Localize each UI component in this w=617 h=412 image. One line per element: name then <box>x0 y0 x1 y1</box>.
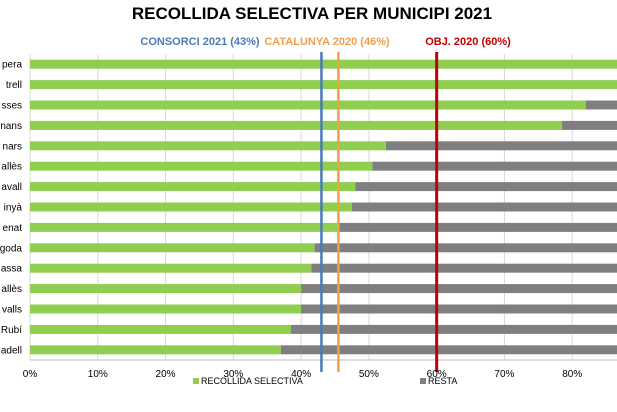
bar-recollida-selectiva <box>30 120 563 130</box>
bar-resta <box>311 263 617 273</box>
x-tick-label: 20% <box>156 369 176 380</box>
legend-label: RECOLLIDA SELECTIVA <box>201 376 303 386</box>
bar-recollida-selectiva <box>30 202 352 212</box>
x-tick-label: 60% <box>427 369 447 380</box>
bar-recollida-selectiva <box>30 141 386 151</box>
category-label: inyà <box>4 203 23 214</box>
bar-recollida-selectiva <box>30 304 302 314</box>
bars <box>30 59 617 355</box>
bar-recollida-selectiva <box>30 284 302 294</box>
bar-resta <box>562 120 617 130</box>
category-label: trell <box>6 80 22 91</box>
bar-recollida-selectiva <box>30 161 373 171</box>
bar-resta <box>280 345 617 355</box>
reference-lines: CONSORCI 2021 (43%) CATALUNYA 2020 (46%) O… <box>140 36 511 372</box>
category-label: sses <box>1 101 22 112</box>
bar-resta <box>338 222 617 232</box>
bar-recollida-selectiva <box>30 324 291 334</box>
legend: RECOLLIDA SELECTIVA RESTA <box>193 376 457 386</box>
bar-resta <box>301 304 617 314</box>
bar-recollida-selectiva <box>30 80 617 90</box>
bar-recollida-selectiva <box>30 222 339 232</box>
category-label: pera <box>2 60 22 71</box>
bar-resta <box>585 100 617 110</box>
x-tick-label: 40% <box>291 369 311 380</box>
bar-recollida-selectiva <box>30 59 617 69</box>
x-tick-label: 80% <box>562 369 582 380</box>
x-tick-label: 30% <box>223 369 243 380</box>
category-labels: pera trell sses nans nars allès avall inyà enat g… <box>0 60 22 357</box>
legend-label: RESTA <box>428 376 457 386</box>
bar-resta <box>301 284 617 294</box>
bar-resta <box>314 243 617 253</box>
x-tick-labels: 0%10%20%30%40%50%60%70%80%90 <box>23 369 583 380</box>
category-label: valls <box>2 305 22 316</box>
category-label: enat <box>3 223 23 234</box>
x-tick-label: 70% <box>494 369 514 380</box>
bar-recollida-selectiva <box>30 243 315 253</box>
reference-line-label: CONSORCI 2021 (43%) <box>140 36 260 48</box>
legend-swatch <box>420 378 426 384</box>
bar-resta <box>372 161 617 171</box>
category-label: nars <box>3 141 22 152</box>
category-label: nans <box>0 121 22 132</box>
category-label: Rubí <box>1 325 22 336</box>
bar-recollida-selectiva <box>30 100 586 110</box>
category-label: goda <box>0 243 22 254</box>
x-tick-label: 50% <box>359 369 379 380</box>
category-label: adell <box>1 345 22 356</box>
bar-recollida-selectiva <box>30 182 356 192</box>
x-tick-label: 0% <box>23 369 38 380</box>
bar-resta <box>385 141 617 151</box>
category-label: assa <box>1 264 23 275</box>
chart-title: RECOLLIDA SELECTIVA PER MUNICIPI 2021 <box>132 4 492 23</box>
bar-resta <box>351 202 617 212</box>
category-label: avall <box>1 182 22 193</box>
category-label: allès <box>1 284 22 295</box>
bar-recollida-selectiva <box>30 345 281 355</box>
category-label: allès <box>1 162 22 173</box>
bar-recollida-selectiva <box>30 263 312 273</box>
reference-line-label: OBJ. 2020 (60%) <box>425 36 511 48</box>
reference-line-label: CATALUNYA 2020 (46%) <box>264 36 390 48</box>
bar-resta <box>355 182 617 192</box>
x-tick-label: 10% <box>88 369 108 380</box>
legend-swatch <box>193 378 199 384</box>
bar-resta <box>290 324 617 334</box>
